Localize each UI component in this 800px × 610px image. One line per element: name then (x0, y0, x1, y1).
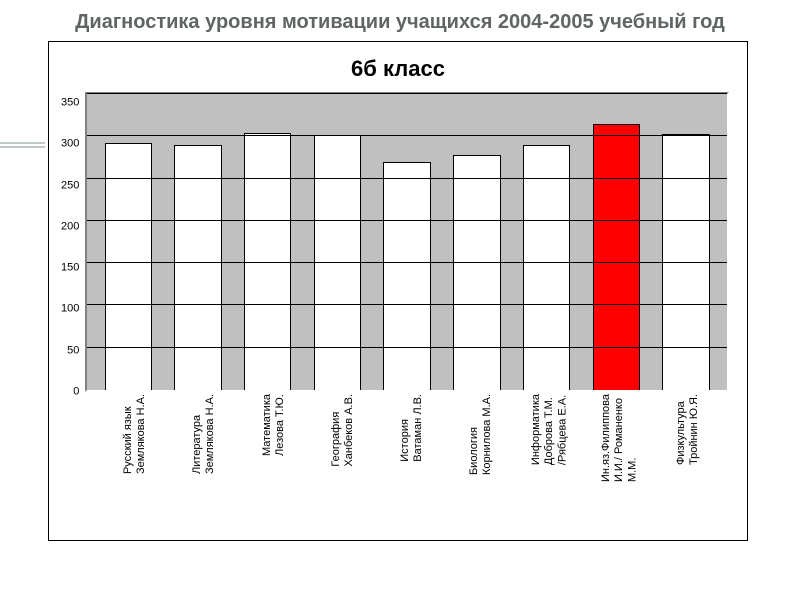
gridline (87, 93, 727, 94)
bar-slot (372, 94, 442, 390)
gridline (87, 304, 727, 305)
y-tick-label: 0 (73, 386, 79, 397)
chart-frame: 6б класс 350 300 250 200 150 100 50 0 Русский я… (48, 41, 748, 541)
y-tick-label: 100 (61, 304, 79, 315)
y-tick-label: 300 (61, 139, 79, 150)
gridline (87, 220, 727, 221)
x-label-slot: История Ватаман Л.В. (377, 394, 446, 482)
bar-slot (233, 94, 303, 390)
bar (174, 145, 221, 390)
plot-area (85, 92, 729, 392)
bar-slot (582, 94, 652, 390)
y-axis: 350300250200150100500 (61, 92, 85, 392)
bar-slot (442, 94, 512, 390)
gridline (87, 347, 727, 348)
y-tick-label: 200 (61, 221, 79, 232)
chart-title: 6б класс (49, 56, 747, 82)
x-tick-label: География Ханбеков А.В. (330, 394, 356, 467)
x-label-slot: Биология Корнилова М.А. (447, 394, 516, 482)
page-title: Диагностика уровня мотивации учащихся 20… (20, 10, 780, 35)
bar (593, 124, 640, 390)
bar-slot (163, 94, 233, 390)
gridline (87, 262, 727, 263)
x-axis-spacer (61, 394, 95, 482)
x-label-slot: География Ханбеков А.В. (308, 394, 377, 482)
x-tick-label: Биология Корнилова М.А. (468, 394, 494, 475)
bar-slot (303, 94, 373, 390)
x-tick-label: Физкультура Тройнин Ю.Я. (675, 394, 701, 465)
y-tick-label: 50 (67, 345, 79, 356)
gridline (87, 135, 727, 136)
bar (453, 155, 500, 390)
x-label-slot: Русский язык Землякова Н.А. (101, 394, 170, 482)
x-tick-label: Русский язык Землякова Н.А. (122, 394, 148, 474)
x-label-slot: Математика Лезова Т.Ю. (239, 394, 308, 482)
x-tick-label: История Ватаман Л.В. (399, 394, 425, 462)
decor-line (0, 146, 45, 148)
x-axis: Русский язык Землякова Н.А. Литература Зе… (49, 392, 747, 482)
bar (523, 145, 570, 390)
x-labels: Русский язык Землякова Н.А. Литература Зе… (95, 394, 729, 482)
bar (105, 143, 152, 390)
plot-row: 350300250200150100500 (49, 92, 747, 392)
bar (383, 162, 430, 390)
x-label-slot: Ин.яз.Филиппова И.И./ Романенко М.М. (585, 394, 654, 482)
gridline (87, 178, 727, 179)
bars-container (87, 94, 727, 390)
x-tick-label: Ин.яз.Филиппова И.И./ Романенко М.М. (600, 394, 640, 482)
y-tick-label: 350 (61, 98, 79, 109)
x-tick-label: Математика Лезова Т.Ю. (261, 394, 287, 456)
bar-slot (651, 94, 721, 390)
bar-slot (512, 94, 582, 390)
x-tick-label: Информатика Доброва Т.М. /Рябцева Е.А. (530, 394, 570, 465)
y-tick-label: 250 (61, 180, 79, 191)
x-label-slot: Информатика Доброва Т.М. /Рябцева Е.А. (516, 394, 585, 482)
x-label-slot: Физкультура Тройнин Ю.Я. (654, 394, 723, 482)
x-tick-label: Литература Землякова Н.А. (191, 394, 217, 474)
y-tick-label: 150 (61, 263, 79, 274)
x-label-slot: Литература Землякова Н.А. (170, 394, 239, 482)
decor-line (0, 142, 45, 144)
bar-slot (93, 94, 163, 390)
